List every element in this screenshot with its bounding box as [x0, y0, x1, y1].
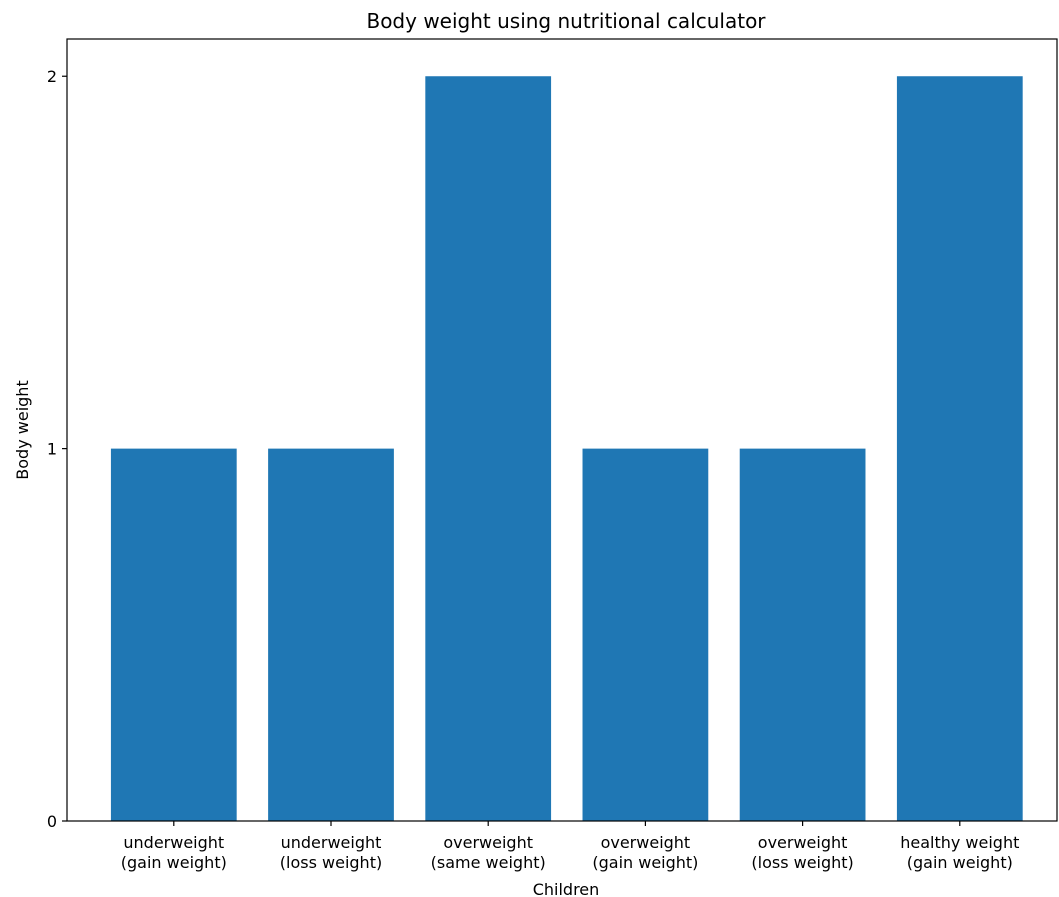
- bar-6: [896, 76, 1023, 821]
- y-axis-ticks: 0 1 2: [47, 67, 67, 831]
- x-tick-label-line: overweight: [443, 833, 533, 852]
- bar-5: [739, 448, 866, 821]
- x-tick-label: healthy weight (gain weight): [900, 833, 1019, 872]
- x-tick-label-line: (gain weight): [592, 853, 698, 872]
- x-tick-label-line: (gain weight): [121, 853, 227, 872]
- x-tick-label-line: (loss weight): [280, 853, 382, 872]
- x-tick-label-line: underweight: [281, 833, 382, 852]
- x-tick-label-line: overweight: [758, 833, 848, 852]
- y-tick-label: 0: [47, 812, 57, 831]
- bar-1: [110, 448, 237, 821]
- x-axis-ticks: underweight (gain weight)underweight (loss…: [121, 821, 1019, 872]
- bar-2: [268, 448, 394, 821]
- y-axis-label: Body weight: [13, 380, 32, 479]
- x-axis-label: Children: [533, 880, 600, 897]
- x-tick-label: underweight (gain weight): [121, 833, 227, 872]
- bar-3: [425, 76, 552, 821]
- x-tick-label: overweight (loss weight): [751, 833, 853, 872]
- chart-title: Body weight using nutritional calculator: [366, 9, 766, 33]
- plot-frame: [66, 38, 1058, 822]
- x-tick-label: underweight (loss weight): [280, 833, 382, 872]
- bars-group: [110, 76, 1023, 821]
- x-tick-label-line: underweight: [123, 833, 224, 852]
- x-tick-label-line: (loss weight): [751, 853, 853, 872]
- x-tick-label-line: healthy weight: [900, 833, 1019, 852]
- y-tick-label: 1: [47, 440, 57, 459]
- x-tick-label-line: overweight: [601, 833, 691, 852]
- bar-4: [582, 448, 709, 821]
- x-tick-label: overweight (same weight): [431, 833, 546, 872]
- x-tick-label: overweight (gain weight): [592, 833, 698, 872]
- x-tick-label-line: (same weight): [431, 853, 546, 872]
- x-tick-label-line: (gain weight): [907, 853, 1013, 872]
- y-tick-label: 2: [47, 67, 57, 86]
